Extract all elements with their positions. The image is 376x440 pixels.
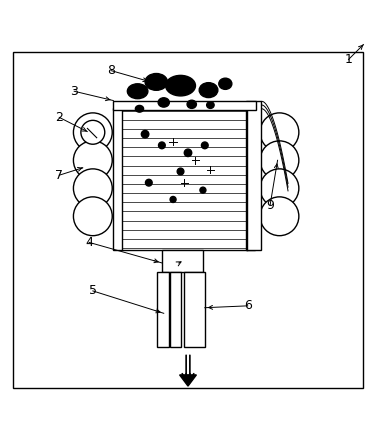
Text: 2: 2 <box>55 111 63 124</box>
Bar <box>158 272 168 347</box>
Circle shape <box>202 142 208 149</box>
Ellipse shape <box>187 100 196 108</box>
Bar <box>246 101 261 250</box>
Circle shape <box>73 169 112 208</box>
Circle shape <box>170 197 176 202</box>
Circle shape <box>200 187 206 193</box>
Circle shape <box>159 142 165 149</box>
Bar <box>162 250 203 272</box>
Text: 6: 6 <box>244 299 252 312</box>
Ellipse shape <box>165 75 196 96</box>
Circle shape <box>184 149 192 157</box>
Circle shape <box>260 169 299 208</box>
Circle shape <box>177 168 184 175</box>
Circle shape <box>73 141 112 180</box>
Ellipse shape <box>135 106 144 112</box>
Circle shape <box>141 130 149 138</box>
Circle shape <box>260 141 299 180</box>
Text: 7: 7 <box>55 169 63 182</box>
Circle shape <box>146 180 152 186</box>
Ellipse shape <box>145 73 167 90</box>
Ellipse shape <box>199 83 218 98</box>
Ellipse shape <box>219 78 232 89</box>
Bar <box>184 272 205 347</box>
Ellipse shape <box>127 84 148 99</box>
Circle shape <box>260 197 299 236</box>
Bar <box>112 101 256 110</box>
Circle shape <box>81 121 105 144</box>
Text: 1: 1 <box>344 53 352 66</box>
Text: 9: 9 <box>266 198 274 212</box>
Text: 4: 4 <box>85 236 93 249</box>
Bar <box>170 272 181 347</box>
Ellipse shape <box>207 102 214 108</box>
Bar <box>113 108 255 250</box>
Polygon shape <box>180 375 196 386</box>
Circle shape <box>73 113 112 152</box>
Text: 5: 5 <box>89 284 97 297</box>
Text: 3: 3 <box>70 85 78 98</box>
Circle shape <box>260 113 299 152</box>
Circle shape <box>73 197 112 236</box>
Ellipse shape <box>158 98 169 107</box>
Text: 8: 8 <box>108 64 115 77</box>
